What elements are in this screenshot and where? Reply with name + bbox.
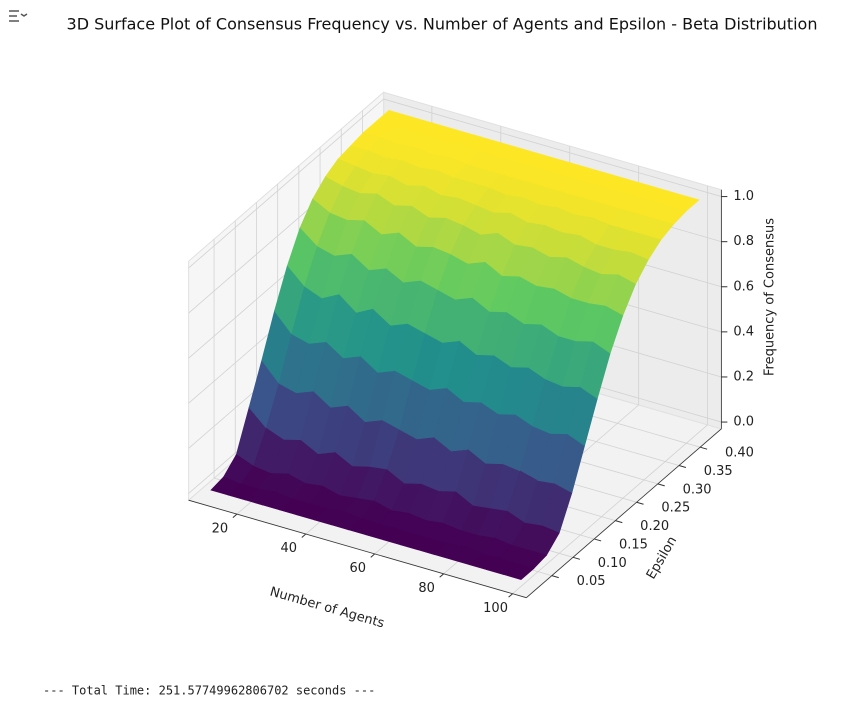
- chart-title: 3D Surface Plot of Consensus Frequency v…: [67, 15, 818, 34]
- x-tick: [301, 533, 307, 538]
- z-tick-label: 0.4: [733, 324, 754, 339]
- z-axis-label: Frequency of Consensus: [763, 218, 778, 376]
- x-tick-label: 100: [483, 601, 508, 616]
- y-tick: [594, 538, 602, 542]
- axis-line: [526, 428, 722, 598]
- z-tick-label: 1.0: [733, 189, 754, 204]
- z-tick-label: 0.8: [733, 234, 754, 249]
- x-tick: [370, 553, 376, 558]
- y-tick-label: 0.10: [598, 556, 627, 571]
- surface-patch: [503, 563, 535, 580]
- x-tick: [439, 573, 444, 578]
- x-tick: [508, 593, 513, 598]
- y-tick: [678, 465, 687, 469]
- grid-line: [512, 424, 708, 595]
- y-tick-label: 0.40: [725, 446, 754, 461]
- y-tick: [615, 520, 623, 524]
- x-axis-label: Number of Agents: [268, 584, 386, 631]
- y-tick-label: 0.35: [704, 464, 733, 479]
- surface-patch: [579, 341, 611, 400]
- z-tick-label: 0.6: [733, 279, 754, 294]
- y-tick-label: 0.15: [619, 537, 648, 552]
- x-tick: [232, 513, 238, 518]
- axis-line: [188, 499, 527, 599]
- output-text: --- Total Time: 251.57749962806702 secon…: [43, 684, 375, 698]
- x-tick-label: 20: [212, 521, 229, 536]
- z-tick-label: 0.2: [733, 369, 754, 384]
- x-tick-label: 40: [281, 541, 298, 556]
- grid-line: [383, 98, 722, 197]
- x-tick-label: 80: [418, 581, 435, 596]
- x-tick-label: 60: [349, 561, 366, 576]
- y-tick-label: 0.20: [640, 519, 669, 534]
- y-tick: [572, 556, 581, 560]
- y-tick: [636, 501, 644, 505]
- y-tick: [657, 483, 665, 487]
- z-tick-label: 0.0: [733, 415, 754, 430]
- y-tick-label: 0.25: [661, 501, 690, 516]
- y-tick-label: 0.30: [683, 482, 712, 497]
- output-icon[interactable]: [9, 10, 28, 22]
- grid-line: [188, 98, 384, 269]
- plot-area: 20 40 60 80 100 0.05 0.10 0.15 0.20 0.25 0.30 0.35 0…: [187, 91, 754, 616]
- y-tick: [700, 446, 708, 450]
- y-tick: [551, 575, 559, 579]
- y-tick-label: 0.05: [577, 574, 606, 589]
- y-axis-label: Epsilon: [644, 534, 680, 582]
